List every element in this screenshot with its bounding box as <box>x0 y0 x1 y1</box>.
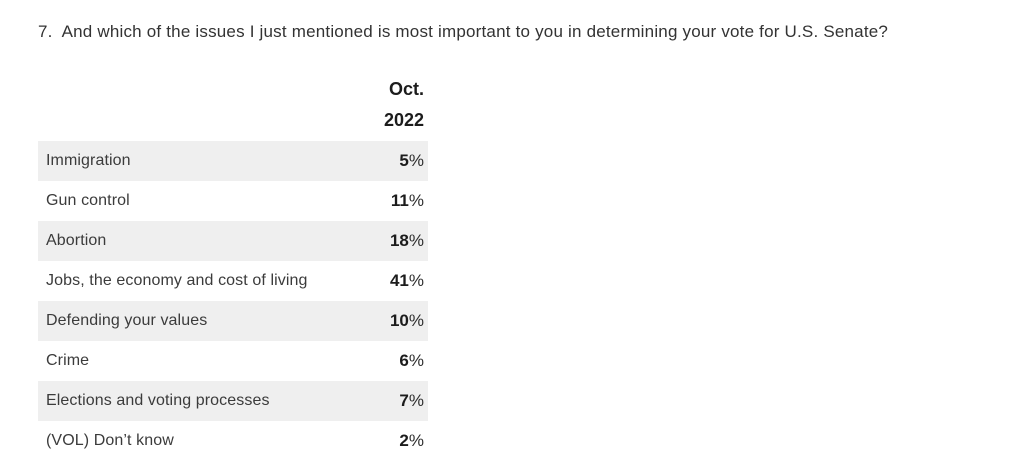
row-value-unit: % <box>408 431 424 450</box>
row-value-unit: % <box>408 351 424 370</box>
row-label: Crime <box>46 352 90 369</box>
results-table: Oct. 2022 Immigration 5% Gun control 11%… <box>38 74 428 460</box>
column-header-line2: 2022 <box>383 110 424 130</box>
table-row: Crime 6% <box>38 341 428 381</box>
row-value-number: 10 <box>389 311 409 330</box>
row-value-number: 2 <box>399 431 409 450</box>
row-value: 6% <box>399 351 424 371</box>
table-row: Abortion 18% <box>38 221 428 261</box>
row-label: Abortion <box>46 232 107 249</box>
row-value-unit: % <box>408 151 424 170</box>
row-value: 41% <box>390 271 424 291</box>
row-value-unit: % <box>408 231 424 250</box>
row-value: 2% <box>399 431 424 451</box>
row-value: 5% <box>399 151 424 171</box>
row-label: Immigration <box>46 152 131 169</box>
row-value: 7% <box>399 391 424 411</box>
question-title: 7. And which of the issues I just mention… <box>38 22 1024 42</box>
row-label: Jobs, the economy and cost of living <box>46 272 308 289</box>
column-header-line1: Oct. <box>388 79 424 99</box>
row-value: 11% <box>391 191 424 211</box>
row-value-number: 5 <box>399 151 409 170</box>
row-value-number: 6 <box>399 351 409 370</box>
question-text: And which of the issues I just mentioned… <box>61 22 889 41</box>
row-value: 10% <box>390 311 424 331</box>
row-value-number: 11 <box>390 191 409 210</box>
row-value-number: 18 <box>389 231 409 250</box>
row-label: Elections and voting processes <box>46 392 270 409</box>
table-row: Elections and voting processes 7% <box>38 381 428 421</box>
table-row: Jobs, the economy and cost of living 41% <box>38 261 428 301</box>
question-number: 7. <box>38 22 53 41</box>
table-row: Gun control 11% <box>38 181 428 221</box>
row-value-number: 7 <box>399 391 409 410</box>
row-value: 18% <box>390 231 424 251</box>
row-value-number: 41 <box>389 271 409 290</box>
table-row: (VOL) Don’t know 2% <box>38 421 428 460</box>
row-label: Defending your values <box>46 312 208 329</box>
row-value-unit: % <box>408 311 424 330</box>
row-label: Gun control <box>46 192 130 209</box>
row-label: (VOL) Don’t know <box>46 432 174 449</box>
table-row: Immigration 5% <box>38 141 428 181</box>
row-value-unit: % <box>408 271 424 290</box>
row-value-unit: % <box>408 391 424 410</box>
row-value-unit: % <box>408 191 424 210</box>
column-header-oct-2022: Oct. 2022 <box>38 74 428 136</box>
table-row: Defending your values 10% <box>38 301 428 341</box>
